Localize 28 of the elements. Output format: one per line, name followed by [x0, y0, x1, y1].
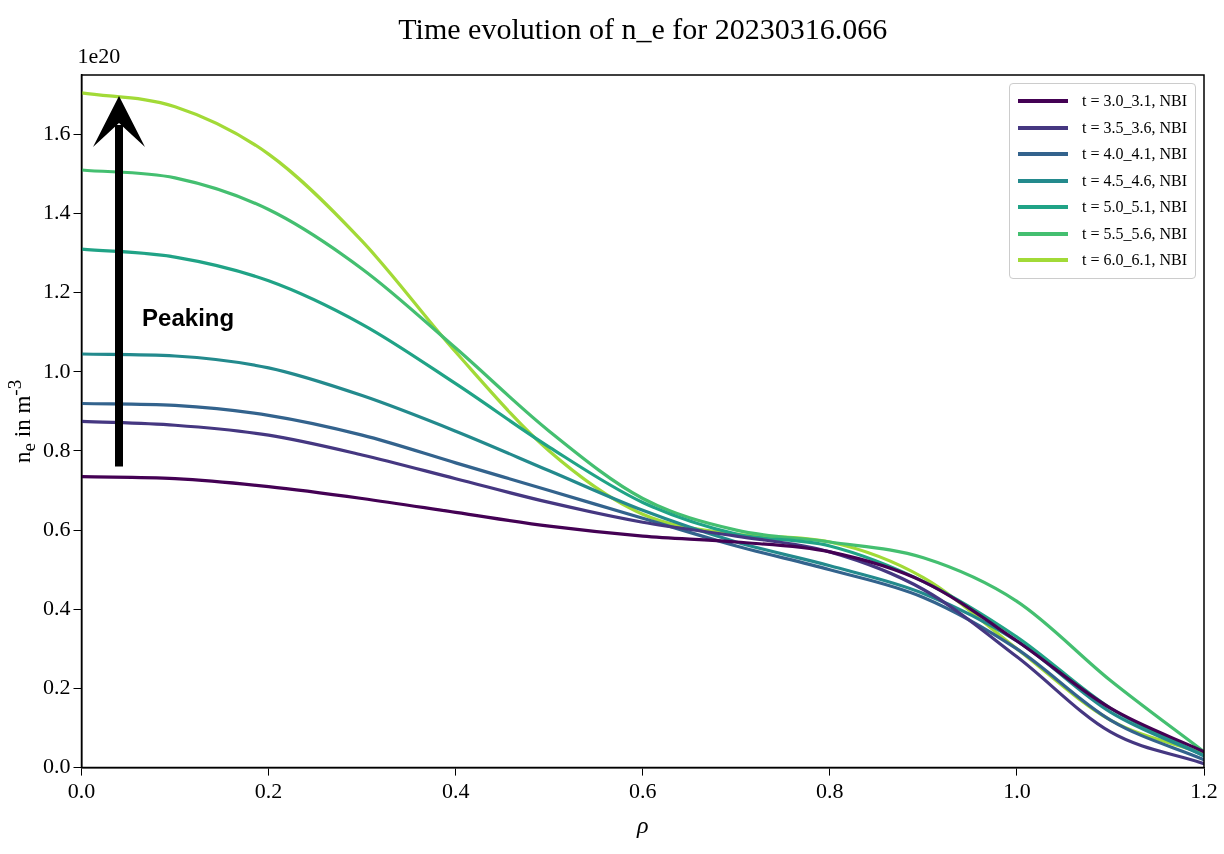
legend-label: t = 3.5_3.6, NBI	[1082, 118, 1188, 137]
x-axis-title: ρ	[635, 811, 650, 839]
x-tick-label: 0.0	[67, 777, 96, 803]
line-series	[81, 475, 1204, 754]
x-tick-label: 0.6	[629, 777, 657, 803]
x-tick-label: 0.4	[441, 777, 470, 803]
y-tick-label: 1.2	[43, 278, 71, 304]
annotation: Peaking	[142, 303, 235, 332]
y-tick-label: 0.8	[43, 436, 71, 462]
legend-label: t = 5.5_5.6, NBI	[1082, 224, 1188, 243]
y-tick-label: 1.6	[43, 120, 71, 146]
x-tick-label: 1.0	[1003, 777, 1031, 803]
y-tick-label: 0.6	[43, 515, 71, 541]
x-tick-label: 0.2	[254, 777, 283, 803]
x-tick-label: 0.8	[816, 777, 844, 803]
legend-label: t = 4.5_4.6, NBI	[1082, 171, 1188, 190]
legend-label: t = 4.0_4.1, NBI	[1082, 145, 1188, 164]
y-tick-label: 1.0	[43, 357, 71, 383]
legend-label: t = 6.0_6.1, NBI	[1082, 251, 1188, 270]
y-tick-label: 0.2	[43, 674, 71, 700]
legend-label: t = 3.0_3.1, NBI	[1082, 92, 1188, 111]
y-tick-label: 0.0	[43, 753, 71, 779]
y-tick-label: 0.4	[43, 595, 71, 621]
y-tick-label: 1.4	[43, 199, 71, 225]
x-tick-label: 1.2	[1190, 777, 1218, 803]
text: 1e20	[77, 43, 121, 69]
chart-title: Time evolution of n_e for 20230316.066	[398, 12, 888, 45]
legend-label: t = 5.0_5.1, NBI	[1082, 198, 1188, 217]
